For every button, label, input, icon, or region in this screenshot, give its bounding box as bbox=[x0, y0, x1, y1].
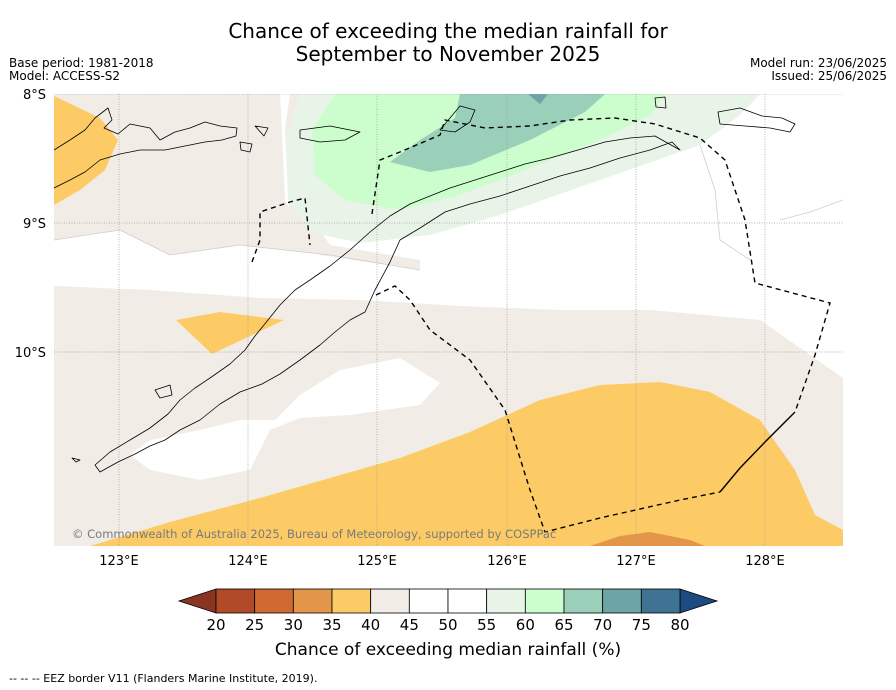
model-name: Model: ACCESS-S2 bbox=[9, 69, 121, 83]
coastline-wetar-west bbox=[299, 125, 361, 143]
lon-label-125e: 125°E bbox=[357, 554, 397, 569]
colorbar-segment-20-25 bbox=[215, 588, 256, 614]
colorbar-segment-50-55 bbox=[447, 588, 488, 614]
coastline-islet-1 bbox=[239, 141, 253, 153]
region-40-45-west bbox=[54, 94, 330, 255]
eez-border bbox=[251, 117, 831, 533]
region-35-40-south bbox=[90, 382, 843, 546]
coastline-wetar bbox=[439, 105, 476, 133]
base-period: Base period: 1981-2018 bbox=[9, 56, 154, 70]
colorbar-segment-40-45 bbox=[370, 588, 410, 614]
coastline-timor bbox=[94, 135, 681, 473]
colorbar-segments bbox=[215, 588, 681, 614]
colorbar-title: Chance of exceeding median rainfall (%) bbox=[274, 640, 622, 660]
lon-label-128e: 128°E bbox=[745, 554, 785, 569]
model-run: Model run: 23/06/2025 bbox=[749, 56, 887, 70]
colorbar-segment-65-70 bbox=[563, 588, 604, 614]
contour-line-1 bbox=[54, 229, 421, 271]
colorbar-segment-70-75 bbox=[602, 588, 642, 614]
region-30-35-south bbox=[590, 532, 705, 546]
title-line-2: September to November 2025 bbox=[295, 42, 601, 66]
colorbar-tick-25: 25 bbox=[245, 616, 264, 634]
coastline-islet-3 bbox=[654, 96, 667, 109]
eez-border-dashed bbox=[251, 117, 831, 533]
contour-lines bbox=[54, 144, 843, 271]
lat-label-9s: 9°S bbox=[23, 217, 46, 232]
colorbar-under-arrow bbox=[177, 588, 217, 614]
gridlines bbox=[54, 94, 843, 546]
map-title: Chance of exceeding the median rainfall … bbox=[0, 20, 896, 66]
region-70-75-north bbox=[528, 94, 548, 104]
colorbar-tick-70: 70 bbox=[593, 616, 612, 634]
lat-label-10s: 10°S bbox=[15, 346, 46, 361]
eez-border-solid bbox=[719, 411, 796, 493]
lat-label-8s: 8°S bbox=[23, 88, 46, 103]
colorbar-tick-80: 80 bbox=[670, 616, 689, 634]
colorbar-segment-30-35 bbox=[292, 588, 333, 614]
colorbar-segment-60-65 bbox=[524, 588, 565, 614]
title-line-1: Chance of exceeding the median rainfall … bbox=[228, 19, 668, 43]
coastline-tanimbar-sw bbox=[717, 107, 796, 133]
map-copyright: © Commonwealth of Australia 2025, Bureau… bbox=[72, 527, 556, 541]
colorbar-tick-50: 50 bbox=[438, 616, 457, 634]
region-45-55-south-inner bbox=[130, 358, 440, 480]
colorbar-ticks: 20 25 30 35 40 45 50 55 60 65 70 75 80 bbox=[206, 616, 689, 634]
colorbar-tick-40: 40 bbox=[361, 616, 380, 634]
coastline-flores-alor bbox=[54, 107, 238, 189]
colorbar-tick-75: 75 bbox=[632, 616, 651, 634]
colorbar-tick-55: 55 bbox=[477, 616, 496, 634]
coastline-rote bbox=[71, 457, 81, 463]
footnote-eez: -- -- -- EEZ border V11 (Flanders Marine… bbox=[9, 672, 318, 685]
issued-date: Issued: 25/06/2025 bbox=[771, 69, 887, 83]
colorbar-over-arrow bbox=[679, 588, 719, 614]
map-plot-area: © Commonwealth of Australia 2025, Bureau… bbox=[54, 94, 843, 546]
coastlines bbox=[54, 96, 796, 473]
region-65-70-north bbox=[390, 94, 605, 172]
lon-label-127e: 127°E bbox=[616, 554, 656, 569]
colorbar-tick-45: 45 bbox=[400, 616, 419, 634]
coastline-semau bbox=[154, 384, 173, 399]
contour-line-3 bbox=[779, 199, 843, 221]
coastline-islet-2 bbox=[254, 125, 269, 137]
colorbar-segment-25-30 bbox=[254, 588, 294, 614]
colorbar-tick-35: 35 bbox=[322, 616, 341, 634]
colorbar: 20 25 30 35 40 45 50 55 60 65 70 75 80 bbox=[177, 588, 719, 634]
lon-label-124e: 124°E bbox=[228, 554, 268, 569]
colorbar-segment-45-50 bbox=[408, 588, 449, 614]
colorbar-tick-30: 30 bbox=[284, 616, 303, 634]
meta-left: Base period: 1981-2018 Model: ACCESS-S2 bbox=[9, 57, 154, 83]
meta-right: Model run: 23/06/2025 Issued: 25/06/2025 bbox=[750, 57, 887, 83]
colorbar-tick-65: 65 bbox=[554, 616, 573, 634]
colorbar-tick-20: 20 bbox=[206, 616, 225, 634]
contour-line-2 bbox=[699, 144, 751, 261]
colorbar-tick-60: 60 bbox=[516, 616, 535, 634]
lon-label-123e: 123°E bbox=[99, 554, 139, 569]
colorbar-segment-55-60 bbox=[486, 588, 526, 614]
colorbar-segment-35-40 bbox=[331, 588, 372, 614]
region-35-40-northwest bbox=[54, 96, 118, 205]
lon-label-126e: 126°E bbox=[487, 554, 527, 569]
region-35-40-west bbox=[176, 312, 284, 354]
colorbar-segment-75-80 bbox=[640, 588, 681, 614]
